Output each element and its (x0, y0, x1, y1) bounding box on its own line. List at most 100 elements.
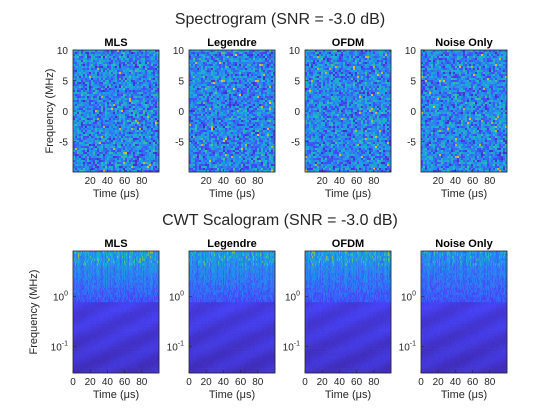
heatmap-cell (249, 112, 252, 115)
heatmap-cell (267, 76, 270, 79)
heatmap-cell (245, 50, 248, 53)
heatmap-cell (259, 58, 262, 61)
heatmap-cell (75, 146, 78, 149)
heatmap-cell (115, 136, 118, 139)
heatmap-cell (215, 116, 218, 119)
heatmap-cell (95, 162, 98, 165)
heatmap-cell (145, 110, 148, 113)
heatmap-cell (203, 50, 206, 53)
heatmap-cell (231, 100, 234, 103)
heatmap-cell (263, 114, 266, 117)
heatmap-cell (193, 58, 196, 61)
heatmap-cell (143, 74, 146, 77)
heatmap-cell (271, 102, 274, 105)
heatmap-cell (149, 86, 152, 89)
heatmap-cell (265, 114, 268, 117)
heatmap-cell (97, 68, 100, 71)
heatmap-cell (83, 86, 86, 89)
heatmap-cell (265, 112, 268, 115)
heatmap-cell (217, 76, 220, 79)
heatmap-cell (203, 128, 206, 131)
heatmap-cell (117, 136, 120, 139)
heatmap-cell (143, 52, 146, 55)
heatmap-cell (153, 56, 156, 59)
heatmap-cell (73, 122, 76, 125)
heatmap-cell (117, 58, 120, 61)
heatmap-cell (135, 168, 138, 171)
heatmap-cell (225, 114, 228, 117)
heatmap-cell (97, 58, 100, 61)
heatmap-cell (147, 140, 150, 143)
heatmap-cell (135, 56, 138, 59)
heatmap-cell (127, 118, 130, 121)
heatmap-cell (211, 146, 214, 149)
heatmap-cell (231, 154, 234, 157)
heatmap-cell (109, 52, 112, 55)
heatmap-cell (73, 112, 76, 115)
heatmap-cell (83, 154, 86, 157)
heatmap-cell (233, 158, 236, 161)
heatmap-cell (143, 94, 146, 97)
heatmap-cell (79, 56, 82, 59)
heatmap-cell (203, 74, 206, 77)
heatmap-cell (193, 124, 196, 127)
heatmap-cell (93, 122, 96, 125)
heatmap-cell (157, 58, 160, 61)
heatmap-cell (127, 146, 130, 149)
heatmap-cell (135, 50, 138, 53)
heatmap-cell (235, 128, 238, 131)
heatmap-cell (89, 134, 92, 137)
heatmap-cell (157, 146, 160, 149)
heatmap-cell (137, 148, 140, 151)
heatmap-cell (139, 144, 142, 147)
heatmap-cell (215, 64, 218, 67)
heatmap-cell (125, 160, 128, 163)
heatmap-cell (89, 144, 92, 147)
heatmap-cell (83, 134, 86, 137)
heatmap-cell (237, 100, 240, 103)
heatmap-cell (255, 56, 258, 59)
heatmap-cell (117, 164, 120, 167)
heatmap-cell (253, 64, 256, 67)
heatmap-cell (117, 74, 120, 77)
heatmap-cell (91, 116, 94, 119)
heatmap-cell (129, 122, 132, 125)
heatmap-cell (113, 120, 116, 123)
heatmap-cell (95, 114, 98, 117)
heatmap-cell (215, 118, 218, 121)
heatmap-cell (85, 86, 88, 89)
heatmap-cell (99, 100, 102, 103)
heatmap-cell (259, 142, 262, 145)
heatmap-cell (261, 138, 264, 141)
heatmap-cell (113, 152, 116, 155)
heatmap-cell (139, 166, 142, 169)
heatmap-cell (91, 156, 94, 159)
heatmap-cell (115, 140, 118, 143)
y-axis-label: Frequency (MHz) (44, 69, 56, 154)
heatmap-cell (209, 150, 212, 153)
heatmap-cell (101, 110, 104, 113)
heatmap-cell (193, 156, 196, 159)
heatmap-cell (245, 130, 248, 133)
heatmap-cell (263, 78, 266, 81)
heatmap-cell (247, 112, 250, 115)
heatmap-cell (95, 116, 98, 119)
heatmap-cell (193, 102, 196, 105)
heatmap-cell (267, 132, 270, 135)
heatmap-cell (151, 66, 154, 69)
heatmap-cell (269, 98, 272, 101)
heatmap-cell (117, 60, 120, 63)
heatmap-cell (157, 112, 160, 115)
heatmap-cell (243, 76, 246, 79)
heatmap-cell (125, 112, 128, 115)
heatmap-cell (273, 126, 276, 129)
heatmap-cell (231, 110, 234, 113)
heatmap-cell (193, 96, 196, 99)
heatmap-cell (83, 78, 86, 81)
heatmap-cell (145, 112, 148, 115)
heatmap-cell (135, 54, 138, 57)
heatmap-cell (141, 78, 144, 81)
heatmap-cell (131, 136, 134, 139)
heatmap-cell (265, 92, 268, 95)
heatmap-cell (233, 124, 236, 127)
